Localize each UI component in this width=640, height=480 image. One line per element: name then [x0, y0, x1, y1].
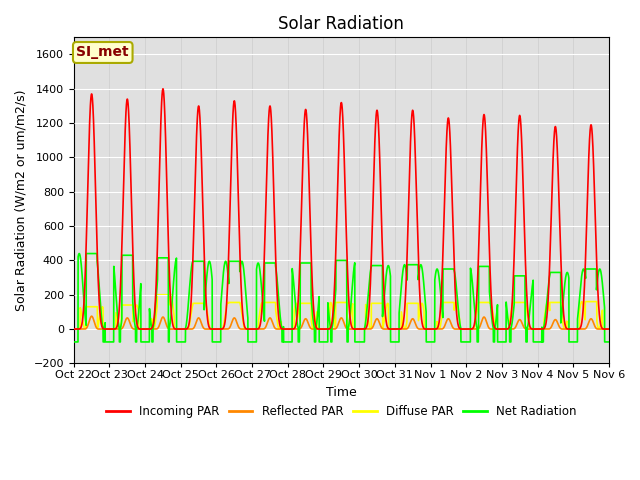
Title: Solar Radiation: Solar Radiation	[278, 15, 404, 33]
Legend: Incoming PAR, Reflected PAR, Diffuse PAR, Net Radiation: Incoming PAR, Reflected PAR, Diffuse PAR…	[101, 400, 582, 423]
Y-axis label: Solar Radiation (W/m2 or um/m2/s): Solar Radiation (W/m2 or um/m2/s)	[15, 90, 28, 311]
X-axis label: Time: Time	[326, 386, 356, 399]
Text: SI_met: SI_met	[76, 46, 129, 60]
